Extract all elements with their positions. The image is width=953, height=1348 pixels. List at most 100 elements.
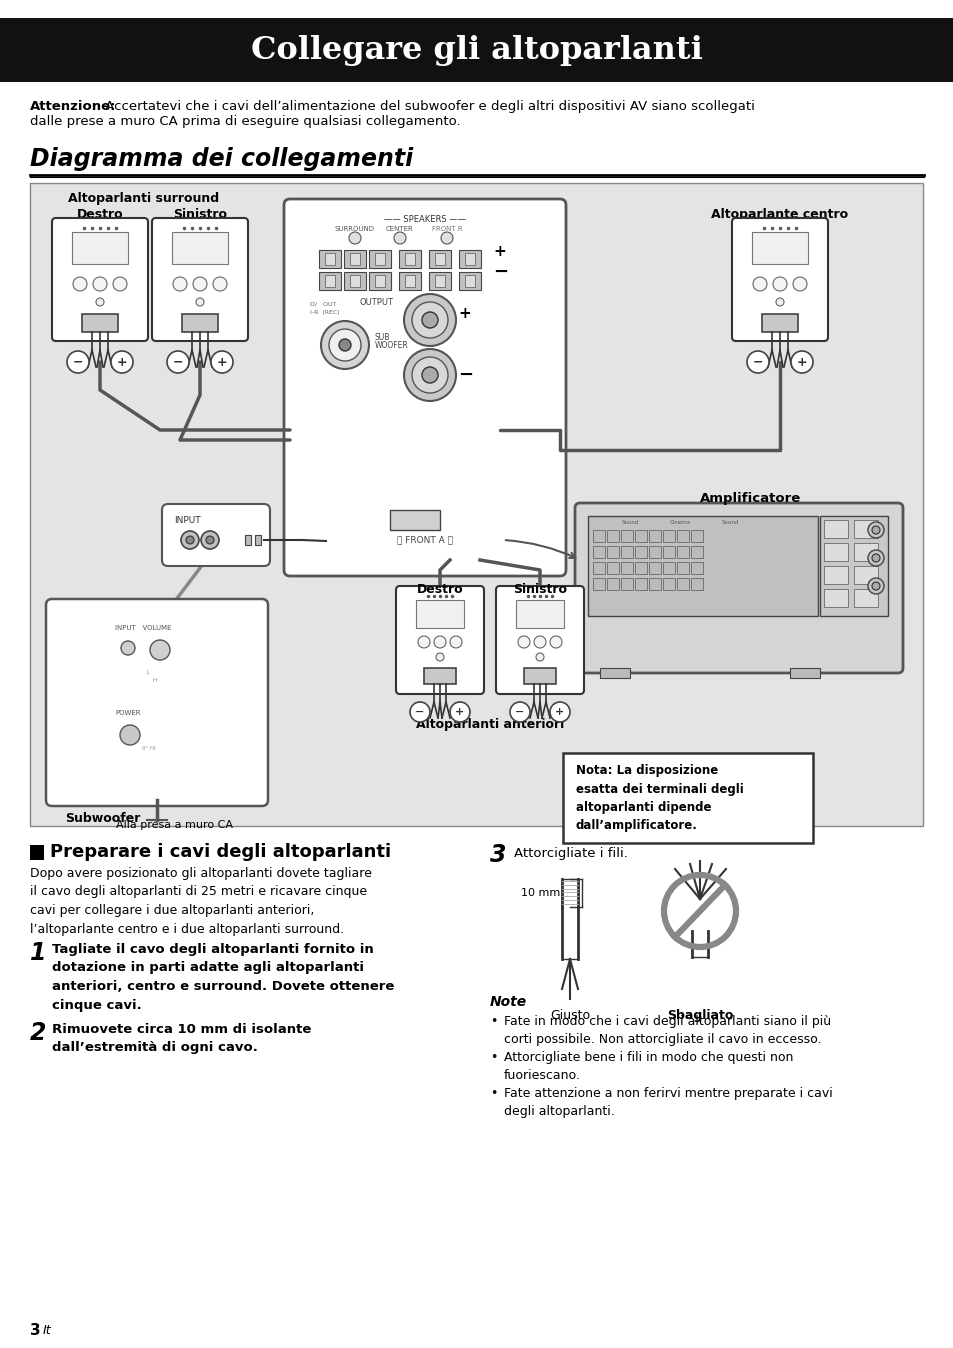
- FancyBboxPatch shape: [395, 586, 483, 694]
- Bar: [398, 272, 420, 290]
- Text: 2: 2: [30, 1020, 47, 1045]
- Circle shape: [195, 298, 204, 306]
- Text: Sbagliato: Sbagliato: [666, 1010, 733, 1022]
- Bar: [254, 535, 261, 545]
- Bar: [71, 232, 128, 264]
- Text: Altoparlante centro: Altoparlante centro: [711, 208, 847, 221]
- Circle shape: [867, 522, 883, 538]
- Bar: [606, 530, 618, 542]
- Circle shape: [450, 702, 470, 723]
- Bar: [606, 578, 618, 590]
- Bar: [620, 562, 633, 574]
- Text: D/   OUT: D/ OUT: [310, 302, 336, 307]
- Text: Fate in modo che i cavi degli altoparlanti siano il più
corti possibile. Non att: Fate in modo che i cavi degli altoparlan…: [503, 1015, 830, 1046]
- Circle shape: [792, 276, 806, 291]
- Text: −: −: [493, 263, 508, 280]
- Circle shape: [92, 276, 107, 291]
- Circle shape: [201, 531, 219, 549]
- Bar: [318, 272, 340, 290]
- Text: Accertatevi che i cavi dell’alimentazione del subwoofer e degli altri dispositiv: Accertatevi che i cavi dell’alimentazion…: [101, 100, 754, 113]
- Text: FRONT R: FRONT R: [432, 226, 462, 232]
- Bar: [516, 600, 563, 628]
- Bar: [429, 249, 451, 268]
- Text: 10 mm: 10 mm: [520, 888, 559, 898]
- Text: 1: 1: [30, 941, 47, 965]
- Text: L: L: [147, 670, 150, 674]
- Bar: [690, 562, 702, 574]
- Circle shape: [517, 636, 530, 648]
- Text: Subwoofer: Subwoofer: [65, 811, 140, 825]
- Circle shape: [436, 652, 443, 661]
- Circle shape: [96, 298, 104, 306]
- Bar: [172, 232, 228, 264]
- Text: +: +: [455, 706, 464, 717]
- Bar: [587, 516, 817, 616]
- Bar: [620, 530, 633, 542]
- Bar: [344, 249, 366, 268]
- Text: INPUT: INPUT: [173, 516, 200, 524]
- Text: Attorcigliate bene i fili in modo che questi non
fuoriescano.: Attorcigliate bene i fili in modo che qu…: [503, 1051, 793, 1082]
- Bar: [635, 530, 646, 542]
- Text: +: +: [493, 244, 505, 260]
- Circle shape: [186, 537, 193, 545]
- Bar: [350, 275, 359, 287]
- Bar: [245, 535, 251, 545]
- Circle shape: [112, 276, 127, 291]
- Bar: [853, 520, 877, 538]
- Text: Sinistro: Sinistro: [513, 582, 566, 596]
- Circle shape: [746, 350, 768, 373]
- Bar: [30, 845, 44, 860]
- Circle shape: [871, 526, 879, 534]
- Bar: [662, 578, 675, 590]
- Bar: [464, 275, 475, 287]
- Text: +: +: [457, 306, 470, 322]
- Circle shape: [167, 350, 189, 373]
- Circle shape: [403, 294, 456, 346]
- Text: Sound: Sound: [620, 520, 638, 524]
- Bar: [853, 589, 877, 607]
- Text: Amplificatore: Amplificatore: [700, 492, 801, 506]
- Circle shape: [412, 357, 448, 394]
- Bar: [350, 253, 359, 266]
- Circle shape: [121, 642, 135, 655]
- Bar: [606, 562, 618, 574]
- Circle shape: [450, 636, 461, 648]
- Text: Destro: Destro: [416, 582, 463, 596]
- Bar: [648, 530, 660, 542]
- Circle shape: [410, 702, 430, 723]
- Text: Sound: Sound: [720, 520, 738, 524]
- Circle shape: [394, 232, 406, 244]
- Bar: [523, 669, 556, 683]
- Bar: [648, 546, 660, 558]
- Circle shape: [120, 725, 140, 745]
- Bar: [398, 249, 420, 268]
- Circle shape: [213, 276, 227, 291]
- Bar: [662, 562, 675, 574]
- Circle shape: [510, 702, 530, 723]
- Text: Attenzione:: Attenzione:: [30, 100, 116, 113]
- FancyBboxPatch shape: [284, 200, 565, 576]
- Text: Preparare i cavi degli altoparlanti: Preparare i cavi degli altoparlanti: [50, 842, 391, 861]
- FancyBboxPatch shape: [496, 586, 583, 694]
- Text: −: −: [515, 706, 524, 717]
- Text: 0° HI: 0° HI: [142, 745, 155, 751]
- Text: Cinema: Cinema: [669, 520, 690, 524]
- Circle shape: [550, 636, 561, 648]
- Text: Note: Note: [490, 995, 527, 1010]
- Bar: [823, 566, 847, 584]
- Text: −: −: [415, 706, 424, 717]
- Text: SURROUND: SURROUND: [335, 226, 375, 232]
- Text: POWER: POWER: [115, 710, 140, 716]
- Bar: [648, 578, 660, 590]
- Text: +: +: [116, 356, 127, 368]
- Circle shape: [871, 554, 879, 562]
- Bar: [375, 275, 385, 287]
- Text: Alla presa a muro CA: Alla presa a muro CA: [116, 820, 233, 830]
- Text: Collegare gli altoparlanti: Collegare gli altoparlanti: [251, 35, 702, 66]
- Bar: [318, 249, 340, 268]
- Bar: [593, 530, 604, 542]
- Bar: [820, 516, 887, 616]
- Bar: [593, 546, 604, 558]
- Bar: [416, 600, 463, 628]
- Bar: [635, 546, 646, 558]
